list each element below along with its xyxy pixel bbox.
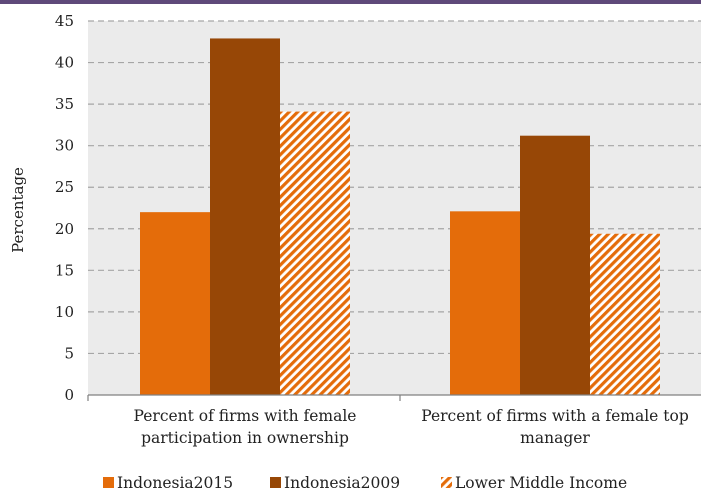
y-tick-label: 5 xyxy=(64,344,74,362)
legend-label: Indonesia2009 xyxy=(284,474,400,492)
x-category-label: Percent of firms with a female top manage… xyxy=(421,407,689,447)
legend-swatch xyxy=(103,477,114,488)
bar-lower-middle-income xyxy=(280,111,350,395)
bar-indonesia2009 xyxy=(520,135,590,395)
legend-swatch xyxy=(441,477,452,488)
legend-label: Indonesia2015 xyxy=(117,474,233,492)
bar-indonesia2009 xyxy=(210,38,280,395)
bar-indonesia2015 xyxy=(140,212,210,395)
y-tick-label: 45 xyxy=(55,12,74,30)
bar-lower-middle-income xyxy=(590,233,660,395)
y-tick-label: 0 xyxy=(64,386,74,404)
legend-swatch xyxy=(270,477,281,488)
legend-label: Lower Middle Income xyxy=(455,474,627,492)
y-tick-label: 20 xyxy=(55,220,74,238)
bar-indonesia2015 xyxy=(450,211,520,395)
y-tick-label: 35 xyxy=(55,95,74,113)
y-tick-label: 10 xyxy=(55,303,74,321)
top-rule xyxy=(0,0,701,4)
y-tick-label: 15 xyxy=(55,261,74,279)
y-tick-label: 40 xyxy=(55,54,74,72)
y-tick-label: 25 xyxy=(55,178,74,196)
x-category-label: Percent of firms with female participatio… xyxy=(134,407,357,447)
y-tick-label: 30 xyxy=(55,137,74,155)
y-axis-label: Percentage xyxy=(9,167,27,253)
